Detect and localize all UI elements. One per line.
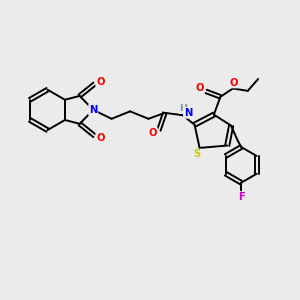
Text: H: H (179, 103, 187, 112)
Text: N: N (89, 105, 98, 115)
Text: N: N (184, 108, 192, 118)
Text: O: O (229, 77, 238, 88)
Text: S: S (194, 149, 201, 160)
Text: O: O (96, 133, 105, 143)
Text: O: O (96, 76, 105, 87)
Text: O: O (149, 128, 157, 138)
Text: O: O (195, 83, 204, 93)
Text: F: F (238, 192, 244, 202)
